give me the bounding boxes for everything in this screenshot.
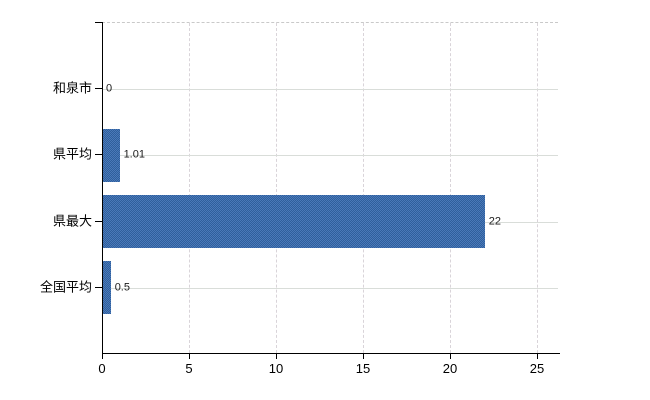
grid-line-vertical [189, 23, 190, 353]
x-axis-tick [189, 354, 190, 359]
x-tick-label: 15 [355, 361, 371, 376]
y-axis-line [102, 22, 103, 354]
category-label: 全国平均 [39, 279, 92, 295]
x-tick-label: 20 [442, 361, 458, 376]
grid-line-horizontal [102, 89, 558, 91]
x-axis-tick [537, 354, 538, 359]
grid-line-horizontal [102, 287, 558, 289]
plot-area: 0 1.01 22 0.5 [102, 22, 558, 353]
x-axis-tick [276, 354, 277, 359]
y-axis-tick [95, 88, 102, 90]
y-axis-top-tick [95, 22, 102, 23]
x-tick-label: 25 [529, 361, 545, 376]
y-axis-tick [95, 286, 102, 288]
x-axis-tick [450, 354, 451, 359]
x-tick-label: 10 [268, 361, 284, 376]
x-tick-label: 0 [98, 361, 106, 376]
bar [102, 128, 120, 182]
bar-value-label: 22 [488, 215, 502, 228]
category-label: 県最大 [52, 213, 92, 229]
y-axis-tick [95, 220, 102, 222]
category-label: 和泉市 [52, 80, 92, 96]
grid-line-horizontal [102, 155, 558, 157]
bar-value-label: 0 [106, 82, 113, 95]
bar [102, 261, 111, 315]
grid-line-vertical [363, 23, 364, 353]
category-label: 県平均 [52, 146, 92, 162]
grid-line-vertical [276, 23, 277, 353]
bar-value-label: 1.01 [123, 148, 145, 161]
x-axis-tick [363, 354, 364, 359]
bar-value-label: 0.5 [114, 281, 130, 294]
grid-line-vertical [450, 23, 451, 353]
x-axis-tick [102, 354, 103, 359]
y-axis-tick [95, 154, 102, 156]
grid-line-vertical [537, 23, 538, 353]
x-axis-line [102, 353, 560, 354]
bar [102, 195, 485, 249]
x-tick-label: 5 [185, 361, 193, 376]
